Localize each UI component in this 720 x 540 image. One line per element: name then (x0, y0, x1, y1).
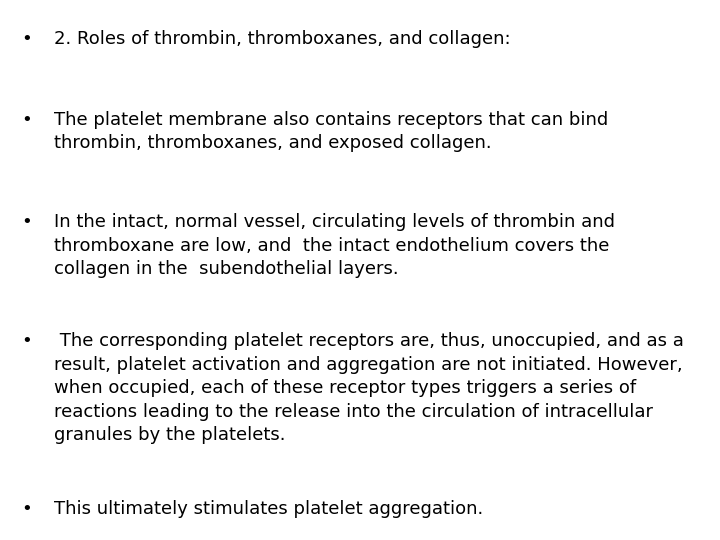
Text: 2. Roles of thrombin, thromboxanes, and collagen:: 2. Roles of thrombin, thromboxanes, and … (54, 30, 510, 48)
Text: •: • (22, 332, 32, 350)
Text: The platelet membrane also contains receptors that can bind
thrombin, thromboxan: The platelet membrane also contains rece… (54, 111, 608, 152)
Text: •: • (22, 30, 32, 48)
Text: In the intact, normal vessel, circulating levels of thrombin and
thromboxane are: In the intact, normal vessel, circulatin… (54, 213, 615, 279)
Text: •: • (22, 213, 32, 231)
Text: This ultimately stimulates platelet aggregation.: This ultimately stimulates platelet aggr… (54, 500, 483, 517)
Text: •: • (22, 500, 32, 517)
Text: The corresponding platelet receptors are, thus, unoccupied, and as a
result, pla: The corresponding platelet receptors are… (54, 332, 684, 444)
Text: •: • (22, 111, 32, 129)
